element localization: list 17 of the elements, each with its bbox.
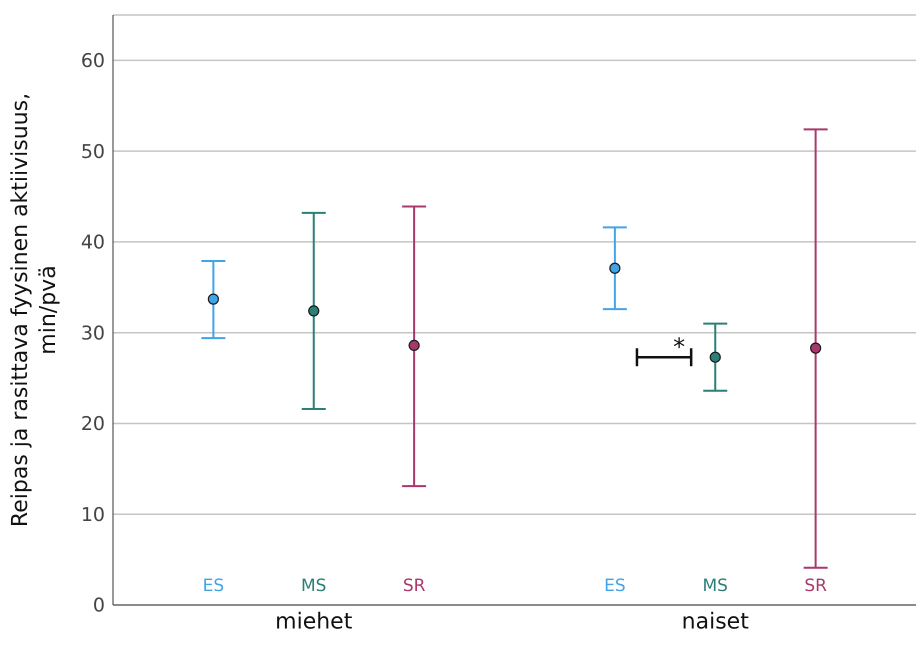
text: SR <box>402 576 426 596</box>
y-tick-label: 20 <box>80 413 105 436</box>
y-tick-label: 40 <box>80 232 105 254</box>
text: ES <box>202 576 224 596</box>
text: SR <box>804 576 828 596</box>
y-tick-label: 30 <box>80 322 105 344</box>
x-tick-label: naiset <box>682 610 750 635</box>
text: MS <box>301 576 326 596</box>
y-tick-label: 50 <box>80 140 105 163</box>
y-tick-label: 60 <box>80 50 105 72</box>
annotation: * <box>673 333 686 362</box>
y-axis-title: Reipas ja rasittava fyysinen aktiivisuus, min/pvä <box>8 92 61 528</box>
y-tick-label: 10 <box>80 504 105 526</box>
x-tick-label: miehet <box>275 610 353 635</box>
y-tick-label: 0 <box>92 594 105 617</box>
text: ES <box>604 576 626 596</box>
text: MS <box>702 576 728 596</box>
